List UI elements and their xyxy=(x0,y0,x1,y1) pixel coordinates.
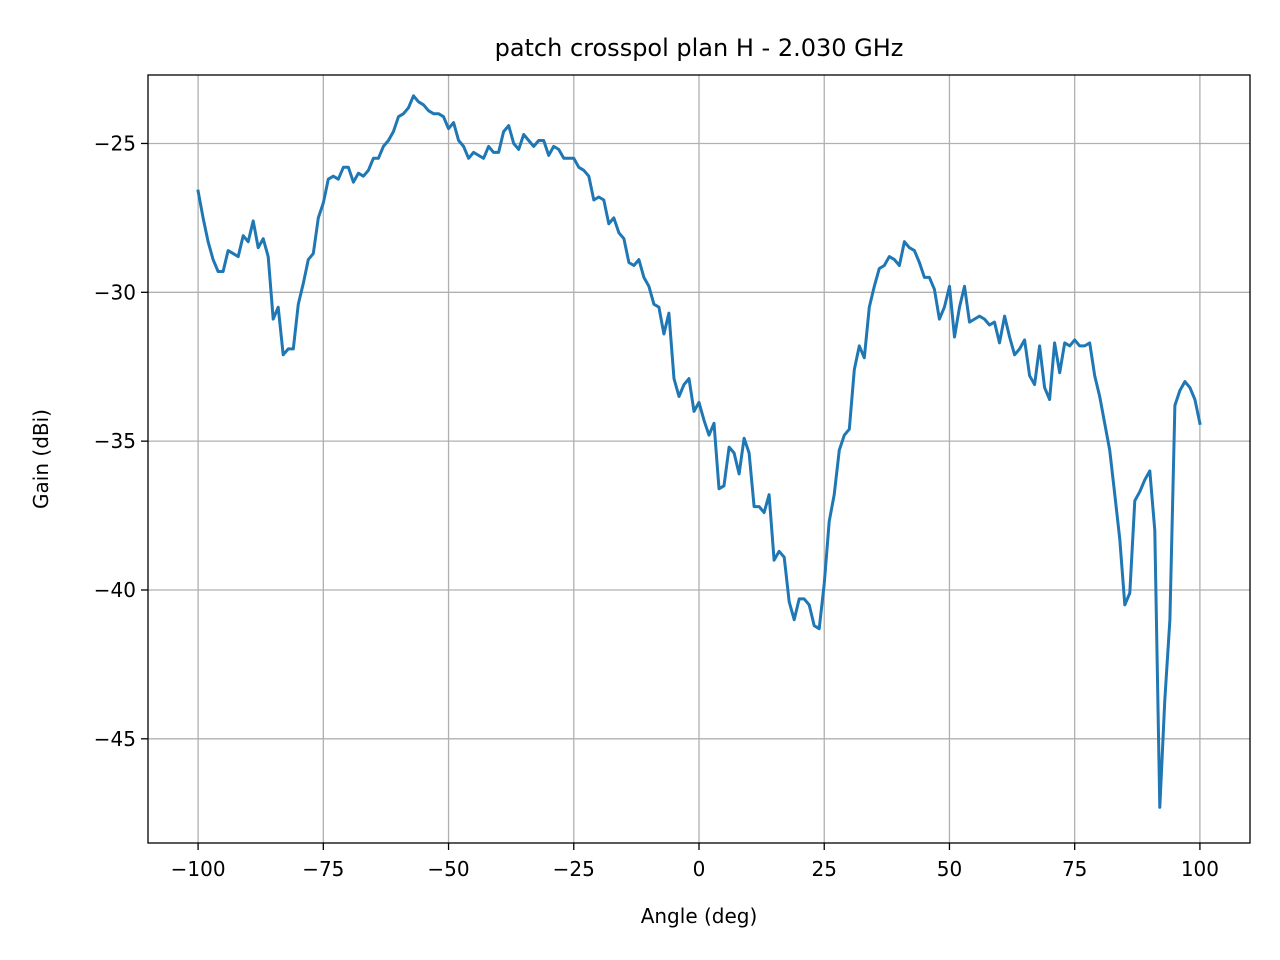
x-tick-label: 25 xyxy=(812,857,837,881)
x-tick-label: −75 xyxy=(302,857,344,881)
y-tick-label: −45 xyxy=(94,727,136,751)
y-tick-label: −40 xyxy=(94,578,136,602)
x-tick-label: −100 xyxy=(171,857,226,881)
y-axis-label: Gain (dBi) xyxy=(29,409,53,509)
x-tick-label: 0 xyxy=(693,857,706,881)
x-tick-label: −25 xyxy=(553,857,595,881)
chart-title: patch crosspol plan H - 2.030 GHz xyxy=(495,34,904,62)
y-tick-label: −35 xyxy=(94,429,136,453)
grid xyxy=(148,75,1250,843)
x-axis-label: Angle (deg) xyxy=(641,904,758,928)
y-axis-ticks: −25 −30 −35 −40 −45 xyxy=(94,131,148,751)
data-line-layer xyxy=(196,94,1202,809)
y-tick-label: −30 xyxy=(94,280,136,304)
x-axis-ticks: −100 −75 −50 −25 0 25 50 75 100 xyxy=(171,843,1219,881)
x-tick-label: −50 xyxy=(427,857,469,881)
x-tick-label: 75 xyxy=(1062,857,1087,881)
x-tick-label: 100 xyxy=(1181,857,1219,881)
gain-series-line xyxy=(196,94,1202,809)
y-tick-label: −25 xyxy=(94,131,136,155)
x-tick-label: 50 xyxy=(937,857,962,881)
